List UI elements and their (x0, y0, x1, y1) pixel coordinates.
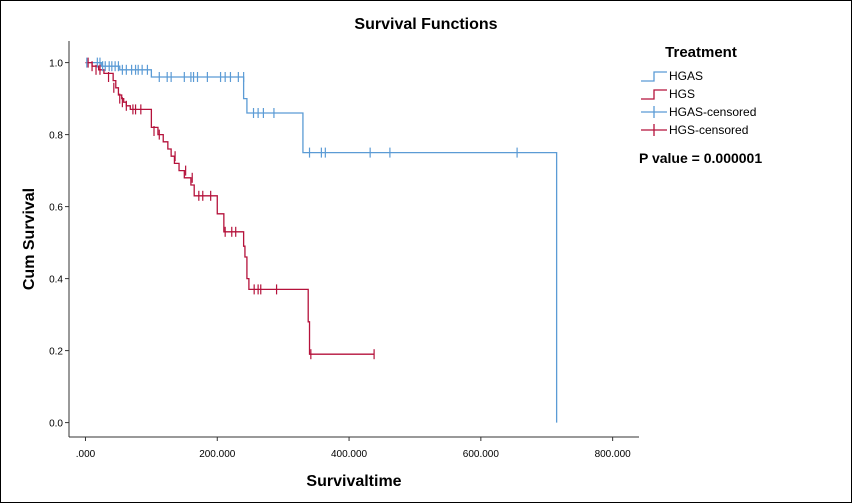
x-ticks: .000 200.000 400.000 600.000 800.000 (76, 437, 631, 460)
legend-swatch (641, 89, 667, 100)
y-tick-label: 0.4 (49, 275, 63, 286)
legend-label: HGAS-censored (669, 105, 756, 119)
y-axis-label: Cum Survival (21, 188, 38, 290)
x-axis-label: Survivaltime (306, 473, 401, 490)
y-tick-label: 0.8 (49, 131, 63, 142)
censor-layer (86, 57, 518, 360)
x-tick-label: 400.000 (331, 449, 368, 460)
legend-label: HGAS (669, 69, 703, 83)
series-layer (85, 61, 558, 423)
y-tick-label: 0.6 (49, 203, 63, 214)
legend-title: Treatment (665, 44, 737, 61)
chart-title: Survival Functions (354, 16, 497, 33)
x-tick-label: .000 (76, 449, 96, 460)
legend-label: HGS-censored (669, 123, 748, 137)
y-ticks: 0.0 0.2 0.4 0.6 0.8 1.0 (49, 59, 69, 430)
legend: Treatment HGAS HGS HGAS-censored HGS-censor… (641, 44, 756, 137)
legend-items: HGAS HGS HGAS-censored HGS-censored (641, 69, 756, 137)
y-tick-label: 0.0 (49, 419, 63, 430)
legend-label: HGS (669, 87, 695, 101)
legend-swatch (641, 71, 667, 82)
x-tick-label: 600.000 (463, 449, 500, 460)
axes (68, 41, 639, 438)
p-value-annotation: P value = 0.000001 (639, 150, 762, 166)
series-line-hgs (85, 61, 375, 355)
y-tick-label: 0.2 (49, 347, 63, 358)
series-line-hgas (85, 61, 558, 423)
y-tick-label: 1.0 (49, 59, 63, 70)
x-tick-label: 200.000 (199, 449, 236, 460)
x-tick-label: 800.000 (595, 449, 632, 460)
